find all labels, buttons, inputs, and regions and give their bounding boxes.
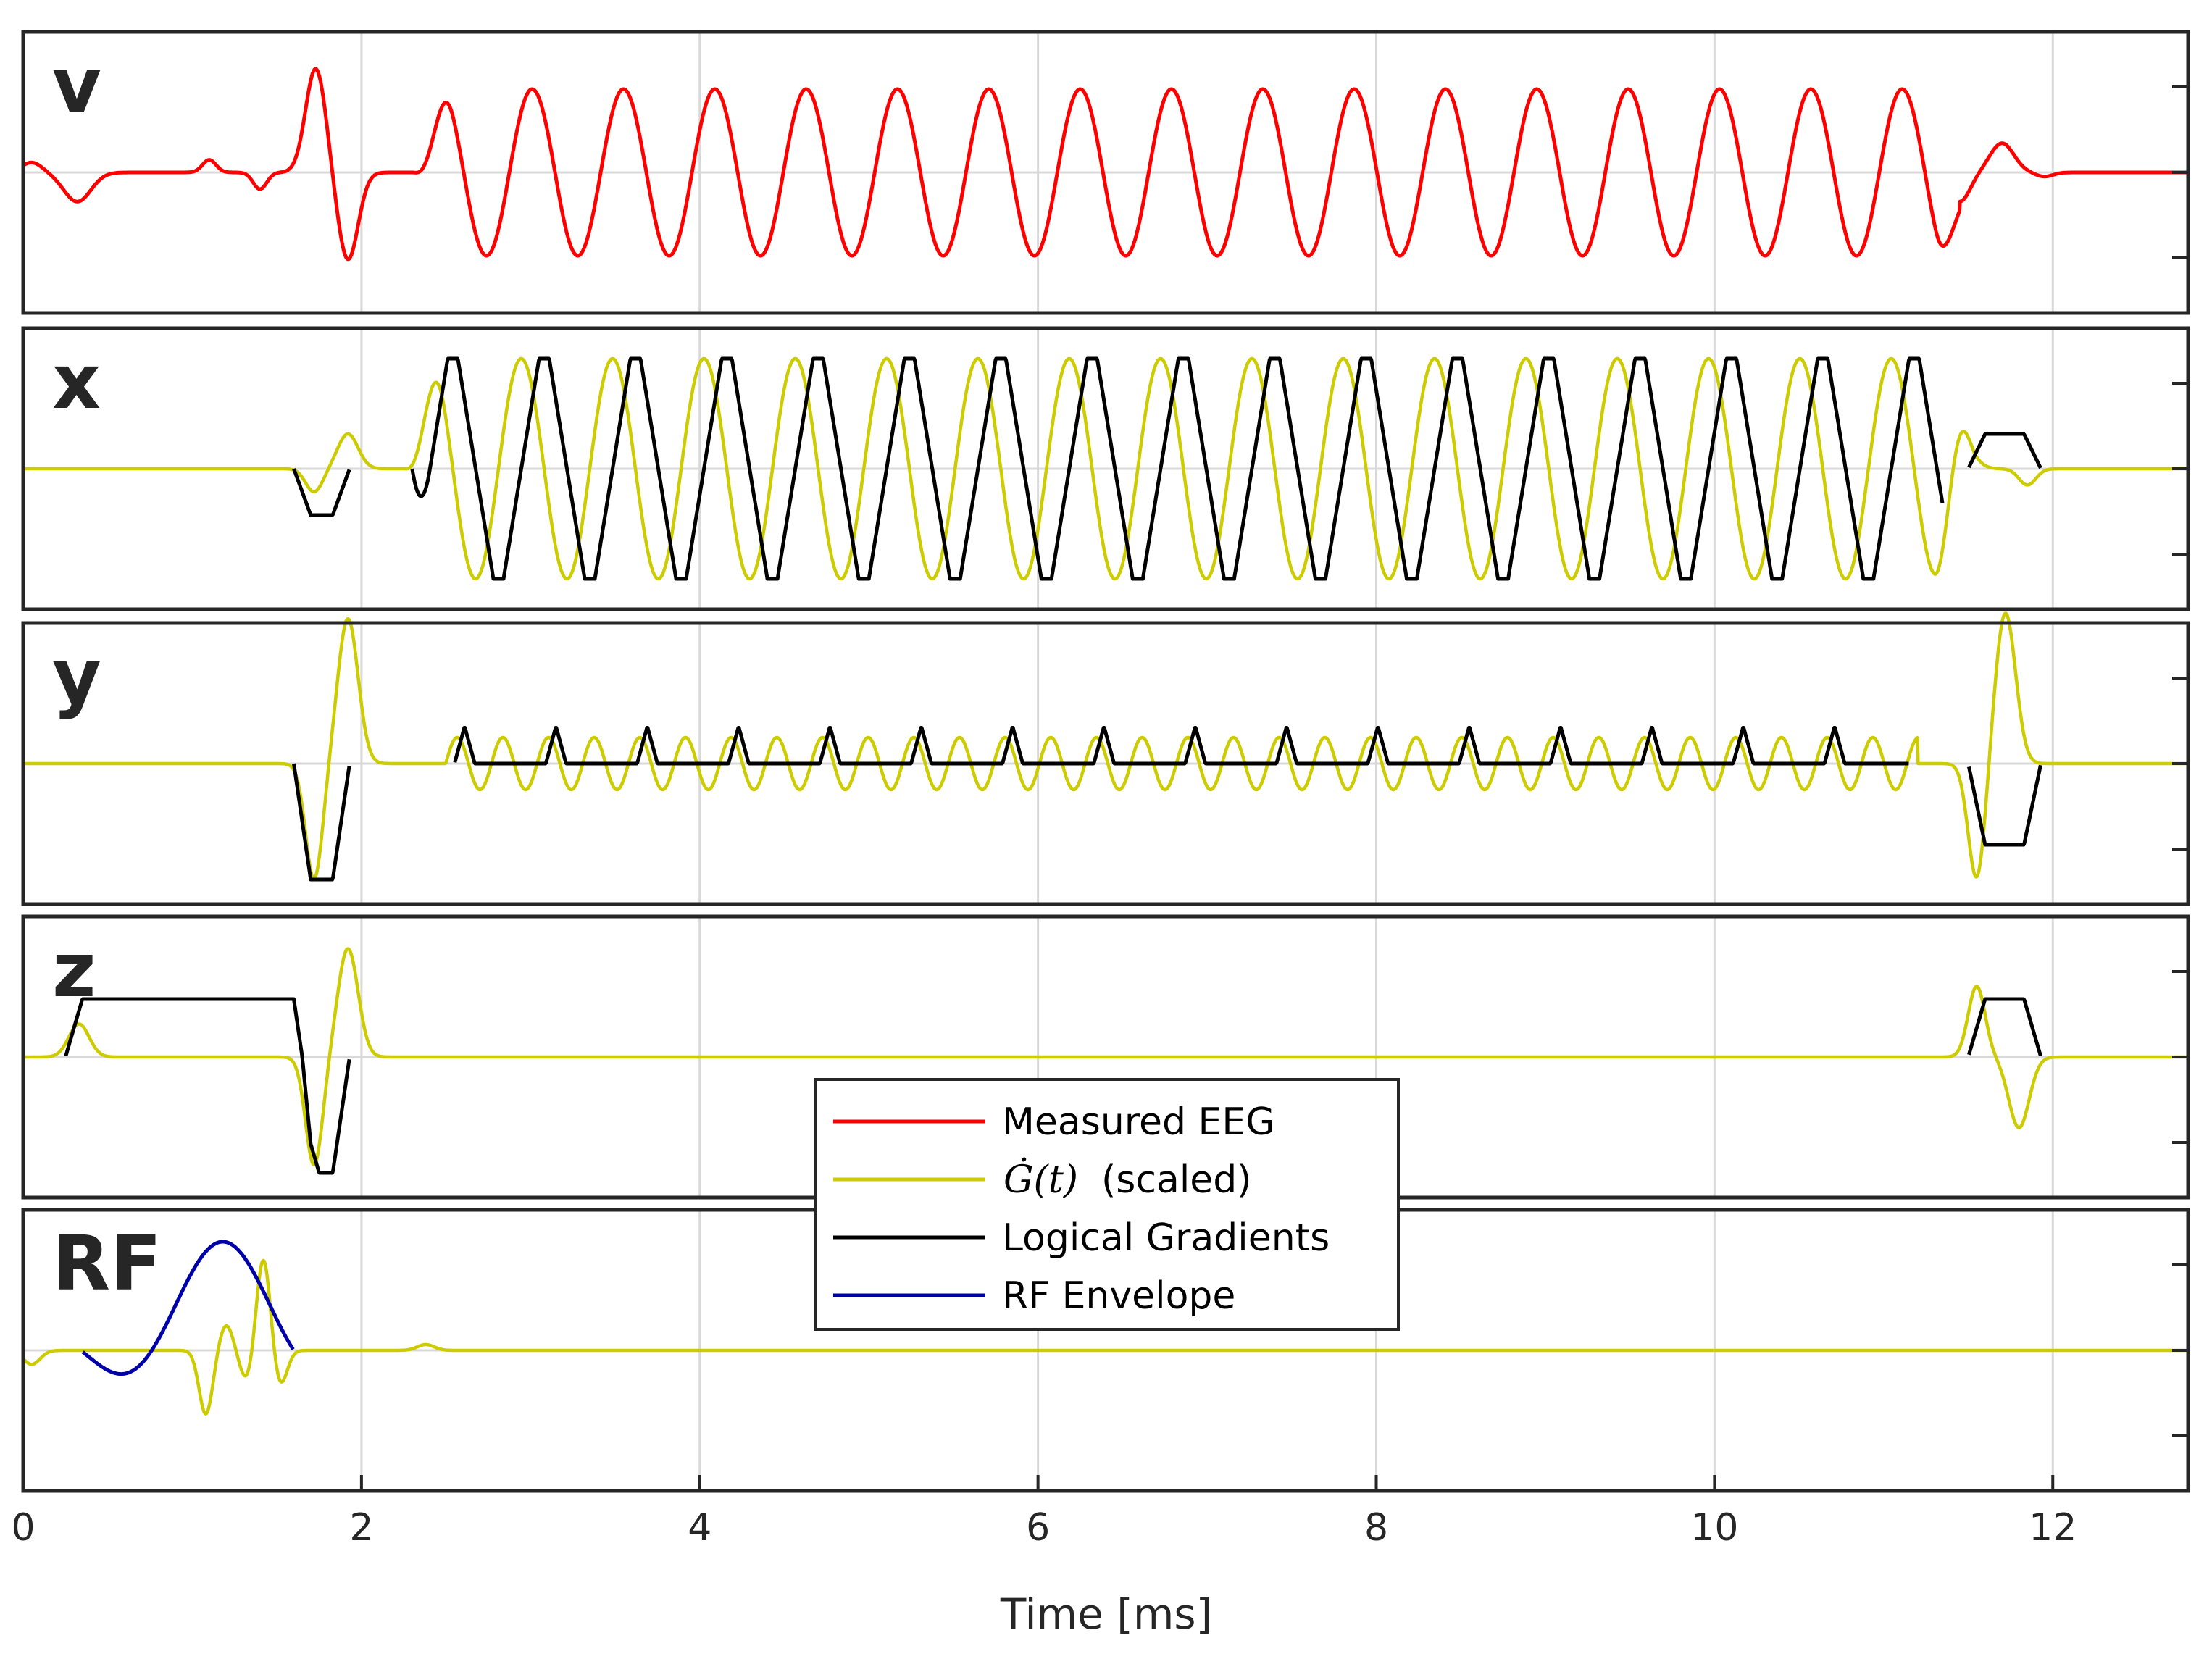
x-tick-label: 12 — [2029, 1506, 2077, 1550]
panel-y: y — [21, 611, 2190, 906]
series-gradient-z — [64, 997, 2042, 1175]
panel-frame — [21, 30, 2190, 315]
x-tick-label: 2 — [349, 1506, 373, 1550]
series-measured-eeg — [22, 67, 2190, 262]
x-tick-label: 4 — [688, 1506, 711, 1550]
panel-label: x — [52, 338, 101, 426]
panel-label: v — [52, 41, 101, 130]
legend: Measured EEG Ġ(t) (scaled) Logical Gradient… — [814, 1078, 1400, 1331]
x-tick-label: 8 — [1364, 1506, 1388, 1550]
x-tick-label: 6 — [1026, 1506, 1050, 1550]
x-axis-title: Time [ms] — [1000, 1589, 1212, 1639]
x-tick-label: 0 — [11, 1506, 35, 1550]
legend-label: Measured EEG — [1002, 1100, 1275, 1144]
chart-panels: v x y z RF — [21, 30, 2190, 1493]
x-axis: 0 2 4 6 8 10 12 — [11, 1475, 2077, 1550]
panel-frame — [21, 326, 2190, 611]
series-gdot-rf — [22, 1258, 2190, 1416]
panel-label: z — [52, 926, 96, 1014]
series-gdot-y — [22, 611, 2190, 881]
panel-v: v — [21, 30, 2190, 315]
series-gradient-x — [292, 356, 2042, 581]
series-rf-envelope — [81, 1240, 295, 1376]
panel-frame — [21, 621, 2190, 906]
panel-label: RF — [52, 1219, 162, 1308]
legend-label: Logical Gradients — [1002, 1216, 1330, 1260]
series-gdot-z — [22, 947, 2190, 1167]
x-tick-label: 10 — [1690, 1506, 1738, 1550]
legend-label: Ġ(t) — [1003, 1158, 1078, 1202]
panel-label: y — [52, 632, 101, 721]
panel-x: x — [21, 326, 2190, 611]
series-gradient-y — [292, 726, 2042, 882]
legend-label: RF Envelope — [1002, 1274, 1235, 1318]
legend-label-suffix: (scaled) — [1101, 1158, 1252, 1202]
series-gdot-x — [22, 356, 2190, 581]
